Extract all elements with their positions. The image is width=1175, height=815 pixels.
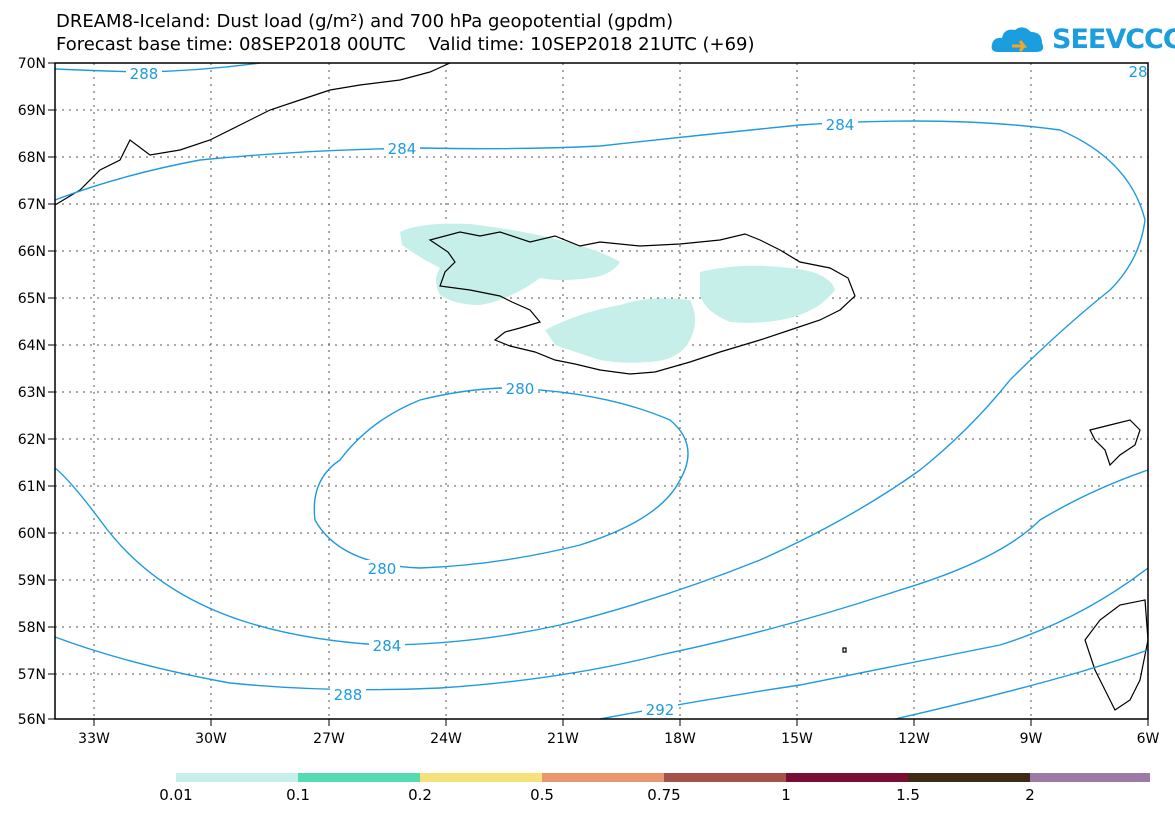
contour-label: 284	[373, 637, 402, 655]
map-frame	[54, 62, 1149, 720]
lon-label: 18W	[664, 731, 696, 747]
lat-label: 61N	[18, 479, 46, 495]
geopotential-contours	[54, 62, 1149, 720]
coastline	[54, 62, 1149, 711]
legend-swatch	[1030, 773, 1150, 782]
dust-load-area	[400, 223, 835, 363]
longitude-labels: 33W 30W 27W 24W 21W 18W 15W 12W 9W 6W	[78, 731, 1159, 747]
lon-label: 21W	[547, 731, 579, 747]
lat-label: 67N	[18, 197, 46, 213]
legend-swatch	[908, 773, 1030, 782]
lat-label: 65N	[18, 291, 46, 307]
legend-label: 0.1	[286, 786, 310, 804]
lat-label: 59N	[18, 573, 46, 589]
logo-text: SEEVCCC	[1052, 24, 1175, 55]
legend-swatch	[542, 773, 664, 782]
latitude-labels: 70N 69N 68N 67N 66N 65N 64N 63N 62N 61N …	[18, 56, 46, 728]
legend-label: 0.75	[647, 786, 681, 804]
legend-label: 0.5	[530, 786, 554, 804]
legend-swatch	[176, 773, 298, 782]
lon-label: 30W	[195, 731, 227, 747]
map-subtitle: Forecast base time: 08SEP2018 00UTC Vali…	[56, 34, 755, 55]
lat-label: 57N	[18, 667, 46, 683]
lon-label: 33W	[78, 731, 110, 747]
legend-swatch	[664, 773, 786, 782]
lat-label: 68N	[18, 150, 46, 166]
contour-label: 28	[1128, 63, 1147, 81]
lon-label: 15W	[781, 731, 813, 747]
graticule	[55, 63, 1148, 719]
lat-label: 63N	[18, 385, 46, 401]
lat-label: 66N	[18, 244, 46, 260]
lat-label: 69N	[18, 103, 46, 119]
contour-label: 292	[646, 701, 675, 719]
lat-label: 70N	[18, 56, 46, 72]
lat-label: 56N	[18, 712, 46, 728]
legend-label: 0.01	[159, 786, 193, 804]
legend-swatch	[786, 773, 908, 782]
lat-label: 60N	[18, 526, 46, 542]
lon-label: 12W	[898, 731, 930, 747]
contour-label: 284	[826, 116, 855, 134]
contour-label: 284	[388, 140, 417, 158]
contour-label: 280	[506, 380, 535, 398]
legend-label: 1	[781, 786, 791, 804]
legend-label: 2	[1025, 786, 1035, 804]
lat-label: 64N	[18, 338, 46, 354]
axis-ticks	[48, 62, 1149, 726]
lon-label: 27W	[313, 731, 345, 747]
map-title: DREAM8-Iceland: Dust load (g/m²) and 700…	[56, 11, 674, 32]
cloud-logo-icon	[991, 27, 1044, 52]
contour-labels: 288 284 284 280 280 284 288 292 28	[126, 63, 1148, 719]
legend-swatch	[298, 773, 420, 782]
legend-swatch	[420, 773, 542, 782]
contour-label: 288	[130, 65, 159, 83]
lon-label: 9W	[1020, 731, 1043, 747]
legend-label: 0.2	[408, 786, 432, 804]
legend-label: 1.5	[896, 786, 920, 804]
color-legend: 0.01 0.1 0.2 0.5 0.75 1 1.5 2	[0, 770, 1175, 815]
lon-label: 6W	[1137, 731, 1160, 747]
map-plot: 288 284 284 280 280 284 288 292 28	[18, 56, 1160, 747]
lat-label: 58N	[18, 620, 46, 636]
contour-label: 280	[368, 560, 397, 578]
contour-label: 288	[334, 686, 363, 704]
lon-label: 24W	[430, 731, 462, 747]
lat-label: 62N	[18, 432, 46, 448]
